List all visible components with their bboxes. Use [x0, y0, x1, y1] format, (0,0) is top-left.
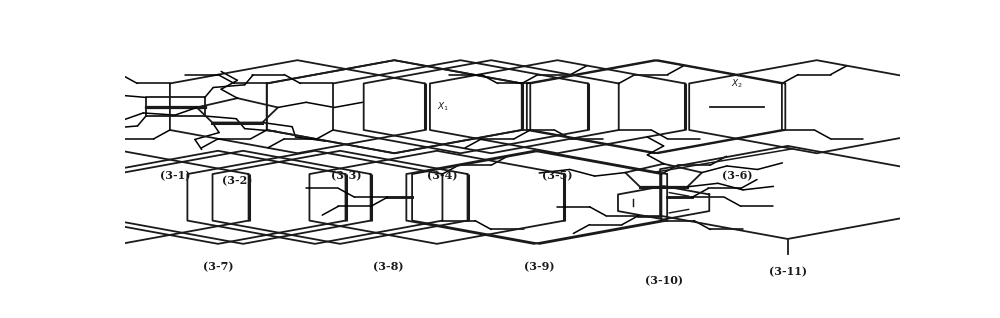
- Text: $X_1$: $X_1$: [437, 100, 449, 113]
- Text: (3-2): (3-2): [222, 175, 253, 186]
- Text: (3-5): (3-5): [542, 170, 573, 181]
- Text: (3-6): (3-6): [722, 170, 753, 181]
- Text: (3-10): (3-10): [645, 276, 683, 287]
- Text: (3-3): (3-3): [331, 170, 361, 181]
- Text: $X_2$: $X_2$: [731, 77, 743, 90]
- Text: (3-11): (3-11): [769, 266, 807, 277]
- Text: (3-7): (3-7): [203, 261, 233, 272]
- Text: (3-1): (3-1): [160, 170, 191, 181]
- Text: (3-9): (3-9): [524, 261, 555, 272]
- Text: (3-8): (3-8): [373, 261, 404, 272]
- Text: (3-4): (3-4): [428, 170, 458, 181]
